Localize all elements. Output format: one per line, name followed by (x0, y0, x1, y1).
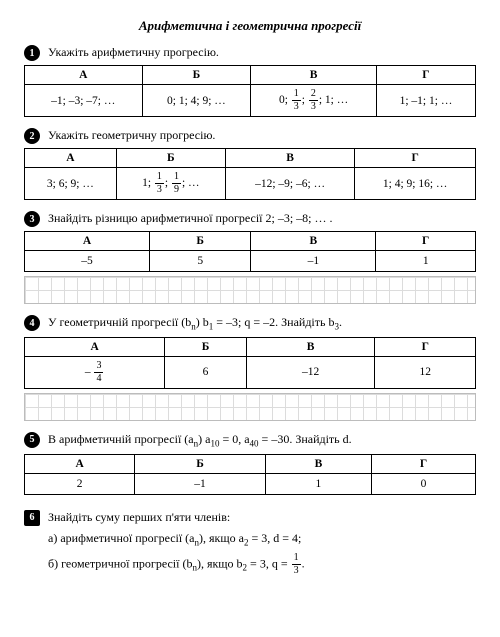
q2-h-b: Б (116, 149, 225, 168)
q1-table: А Б В Г –1; –3; –7; … 0; 1; 4; 9; … 0; 1… (24, 65, 476, 117)
q4-h-v: В (246, 337, 375, 356)
q5-h-b: Б (135, 454, 266, 473)
q2-h-g: Г (355, 149, 476, 168)
q1-h-b: Б (142, 66, 251, 85)
q4-b: 6 (165, 356, 246, 388)
q2-h-a: А (25, 149, 117, 168)
q5-text: В арифметичній прогресії (an) a10 = 0, a… (48, 431, 352, 450)
q4-text: У геометричній прогресії (bn) b1 = –3; q… (48, 314, 342, 333)
qnum-6: 6 (24, 510, 40, 526)
q3-b: 5 (150, 251, 251, 272)
q4-v: –12 (246, 356, 375, 388)
question-6: 6 Знайдіть суму перших п'яти членів: а) … (24, 509, 476, 576)
qnum-3: 3 (24, 211, 40, 227)
q3-h-a: А (25, 232, 150, 251)
q5-table: А Б В Г 2 –1 1 0 (24, 454, 476, 495)
q2-h-v: В (225, 149, 355, 168)
qnum-5: 5 (24, 432, 40, 448)
q2-v: –12; –9; –6; … (225, 168, 355, 200)
q4-h-a: А (25, 337, 165, 356)
q1-g: 1; –1; 1; … (376, 85, 475, 117)
q4-workarea (24, 393, 476, 421)
q4-h-g: Г (375, 337, 476, 356)
q5-h-v: В (265, 454, 371, 473)
q3-h-b: Б (150, 232, 251, 251)
q1-v: 0; 13; 23; 1; … (251, 85, 377, 117)
q5-h-a: А (25, 454, 135, 473)
q5-a: 2 (25, 473, 135, 494)
q3-text: Знайдіть різницю арифметичної прогресії … (48, 210, 333, 227)
q5-h-g: Г (371, 454, 475, 473)
question-5: 5 В арифметичній прогресії (an) a10 = 0,… (24, 431, 476, 450)
q1-text: Укажіть арифметичну прогресію. (48, 44, 219, 61)
question-2: 2 Укажіть геометричну прогресію. (24, 127, 476, 144)
q2-g: 1; 4; 9; 16; … (355, 168, 476, 200)
q1-b: 0; 1; 4; 9; … (142, 85, 251, 117)
q4-a: – 34 (25, 356, 165, 388)
page-title: Арифметична і геометрична прогресії (24, 18, 476, 34)
question-4: 4 У геометричній прогресії (bn) b1 = –3;… (24, 314, 476, 333)
q3-g: 1 (376, 251, 476, 272)
q5-v: 1 (265, 473, 371, 494)
q2-a: 3; 6; 9; … (25, 168, 117, 200)
q1-h-a: А (25, 66, 143, 85)
q2-table: А Б В Г 3; 6; 9; … 1; 13; 19; … –12; –9;… (24, 148, 476, 200)
q3-h-v: В (251, 232, 376, 251)
q5-b: –1 (135, 473, 266, 494)
question-3: 3 Знайдіть різницю арифметичної прогресі… (24, 210, 476, 227)
q4-g: 12 (375, 356, 476, 388)
qnum-1: 1 (24, 45, 40, 61)
q6-text: Знайдіть суму перших п'яти членів: а) ар… (48, 509, 305, 576)
q1-h-v: В (251, 66, 377, 85)
q3-v: –1 (251, 251, 376, 272)
q4-h-b: Б (165, 337, 246, 356)
q5-g: 0 (371, 473, 475, 494)
q3-a: –5 (25, 251, 150, 272)
q3-table: А Б В Г –5 5 –1 1 (24, 231, 476, 272)
q2-text: Укажіть геометричну прогресію. (48, 127, 215, 144)
q4-table: А Б В Г – 34 6 –12 12 (24, 337, 476, 389)
q3-workarea (24, 276, 476, 304)
q2-b: 1; 13; 19; … (116, 168, 225, 200)
q1-a: –1; –3; –7; … (25, 85, 143, 117)
qnum-4: 4 (24, 315, 40, 331)
qnum-2: 2 (24, 128, 40, 144)
question-1: 1 Укажіть арифметичну прогресію. (24, 44, 476, 61)
q1-h-g: Г (376, 66, 475, 85)
q3-h-g: Г (376, 232, 476, 251)
